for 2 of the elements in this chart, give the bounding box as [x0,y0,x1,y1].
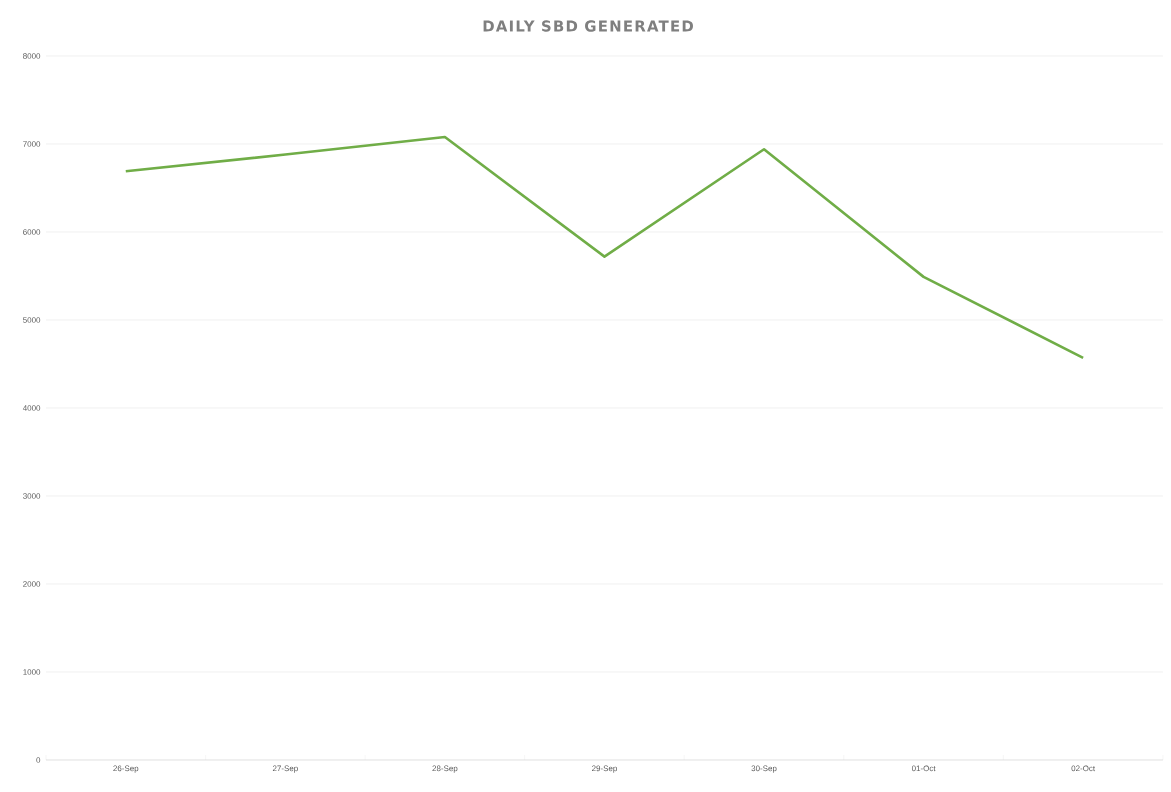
line-series [124,135,1085,360]
chart-title: DAILY SBD GENERATED [483,20,693,32]
